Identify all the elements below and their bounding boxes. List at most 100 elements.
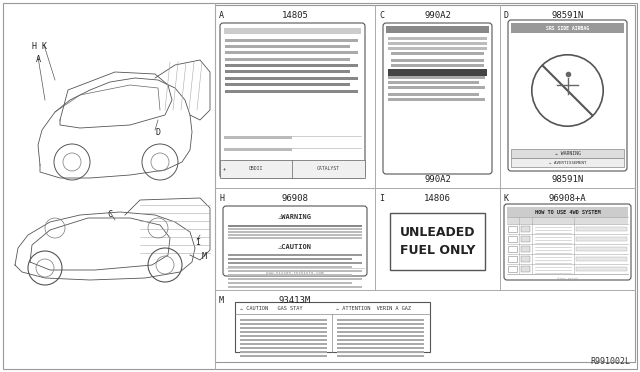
Bar — [391, 52, 484, 55]
Bar — [337, 323, 424, 325]
Bar — [225, 39, 358, 42]
Bar — [228, 262, 362, 264]
Text: A: A — [219, 11, 224, 20]
Bar — [240, 327, 327, 329]
Bar — [224, 160, 292, 163]
Bar — [228, 286, 362, 288]
Text: ⚠ ATTENTION  VERIN A GAZ: ⚠ ATTENTION VERIN A GAZ — [335, 305, 410, 311]
Bar — [386, 26, 489, 33]
Bar — [337, 351, 424, 353]
Bar — [521, 226, 530, 232]
Text: M: M — [202, 252, 207, 261]
Text: A: A — [36, 55, 41, 64]
FancyBboxPatch shape — [508, 20, 627, 171]
Bar — [228, 237, 362, 239]
Text: HOW TO USE 4WD SYSTEM: HOW TO USE 4WD SYSTEM — [534, 209, 600, 215]
Bar — [388, 42, 487, 45]
Bar — [576, 227, 627, 231]
Text: 96908+A: 96908+A — [548, 194, 586, 203]
Bar — [508, 256, 517, 262]
FancyBboxPatch shape — [504, 204, 631, 280]
Text: I: I — [379, 194, 384, 203]
Bar — [240, 351, 327, 353]
Text: +: + — [223, 167, 227, 171]
Bar — [228, 231, 362, 233]
Text: ⚠ CAUTION   GAS STAY: ⚠ CAUTION GAS STAY — [240, 305, 303, 311]
Bar — [225, 70, 350, 73]
Bar — [240, 355, 327, 357]
Bar — [576, 267, 627, 271]
Bar — [225, 90, 358, 93]
Bar — [388, 81, 479, 83]
FancyBboxPatch shape — [220, 23, 365, 178]
Text: C: C — [379, 11, 384, 20]
Bar — [508, 226, 517, 232]
Bar — [225, 83, 350, 86]
Text: H: H — [32, 42, 37, 51]
Bar — [388, 37, 487, 39]
Bar — [337, 339, 424, 341]
Text: 96908: 96908 — [282, 194, 308, 203]
Bar — [508, 266, 517, 272]
Bar — [337, 331, 424, 333]
Bar — [388, 98, 485, 100]
Bar — [228, 258, 352, 260]
Bar — [388, 86, 485, 89]
Text: 98591N: 98591N — [552, 176, 584, 185]
Bar — [576, 237, 627, 241]
Bar — [337, 335, 424, 337]
Bar — [228, 274, 352, 276]
Bar — [390, 213, 485, 270]
Bar — [225, 45, 350, 48]
Text: ⚠WARNING: ⚠WARNING — [278, 214, 312, 220]
Bar — [511, 149, 624, 158]
Bar — [240, 331, 327, 333]
Text: ⚠CAUTION: ⚠CAUTION — [278, 244, 312, 250]
Bar — [225, 64, 358, 67]
Text: OBDII: OBDII — [249, 167, 263, 171]
FancyBboxPatch shape — [223, 206, 367, 276]
Bar — [240, 339, 327, 341]
Bar — [240, 319, 327, 321]
Bar — [508, 236, 517, 242]
Bar — [388, 93, 479, 96]
Text: M: M — [219, 296, 224, 305]
Bar — [240, 323, 327, 325]
Bar — [240, 335, 327, 337]
Bar — [228, 278, 362, 280]
Bar — [337, 347, 424, 349]
Bar — [388, 76, 485, 78]
Bar — [235, 302, 430, 352]
Text: C: C — [107, 210, 112, 219]
Bar — [511, 158, 624, 167]
Text: K: K — [42, 42, 47, 51]
Bar — [391, 59, 484, 61]
Bar — [391, 64, 484, 67]
Bar — [576, 257, 627, 261]
Bar — [521, 256, 530, 262]
Bar — [225, 58, 350, 61]
Bar — [337, 343, 424, 345]
Bar — [388, 69, 487, 76]
Text: I: I — [195, 238, 200, 247]
Text: R991002L: R991002L — [590, 357, 630, 366]
Bar — [228, 270, 362, 272]
Bar — [576, 247, 627, 251]
Text: fine print: fine print — [557, 277, 578, 281]
Bar — [508, 246, 517, 252]
Text: 990A2: 990A2 — [424, 176, 451, 185]
Text: D: D — [504, 11, 509, 20]
FancyBboxPatch shape — [383, 23, 492, 174]
Text: 14806: 14806 — [424, 194, 451, 203]
Text: K: K — [504, 194, 509, 203]
Bar — [215, 5, 635, 362]
Text: 14805: 14805 — [282, 11, 308, 20]
Text: www.nissan-techinfo.com: www.nissan-techinfo.com — [266, 271, 324, 275]
Bar — [228, 266, 352, 268]
Bar — [228, 234, 362, 236]
Bar — [337, 319, 424, 321]
Bar — [337, 327, 424, 329]
Bar — [228, 282, 352, 284]
Text: 93413M: 93413M — [279, 296, 311, 305]
Bar — [224, 28, 361, 34]
